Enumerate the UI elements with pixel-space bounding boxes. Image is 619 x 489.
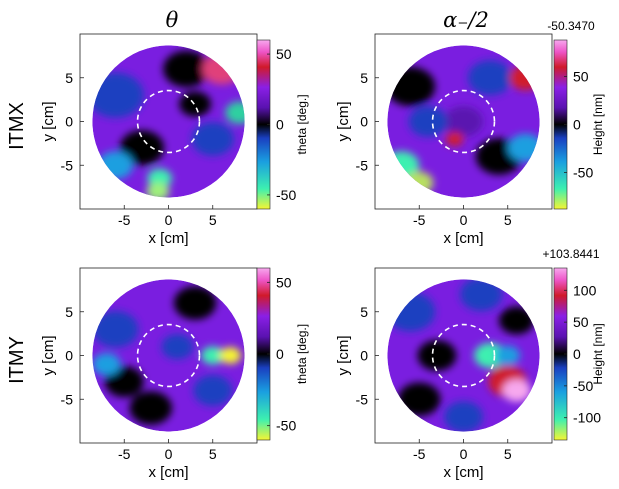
x-tick-label: 0 bbox=[165, 212, 173, 228]
column-title-alpha: α₋/2 bbox=[443, 8, 489, 32]
heatmap-blob bbox=[201, 346, 225, 365]
colorbar-label: Height [nm] bbox=[591, 94, 605, 155]
colorbar-tick-label: 50 bbox=[276, 46, 292, 62]
x-tick-label: 0 bbox=[165, 446, 173, 462]
y-axis-label: y [cm] bbox=[40, 336, 57, 376]
colorbar-tick-label: 0 bbox=[573, 346, 581, 362]
x-tick-label: -5 bbox=[118, 212, 131, 228]
heatmap-blob bbox=[502, 379, 531, 402]
x-tick-label: 5 bbox=[209, 446, 217, 462]
heatmap-blob bbox=[163, 50, 210, 88]
y-axis-label: y [cm] bbox=[335, 336, 352, 376]
beam-overlay-circle bbox=[431, 89, 496, 154]
x-tick-label: -5 bbox=[413, 446, 426, 462]
heatmap-field bbox=[387, 45, 540, 198]
x-tick-label: -5 bbox=[413, 212, 426, 228]
heatmap-field bbox=[92, 279, 245, 432]
x-tick-label: 5 bbox=[504, 446, 512, 462]
y-tick-label: 0 bbox=[360, 114, 368, 130]
heatmap-blob bbox=[474, 342, 506, 369]
heatmap-blob bbox=[161, 334, 194, 360]
colorbar-offset-value: +103.8441 bbox=[542, 247, 599, 261]
heatmap-panel-4: -5 0 550-5x [cm]y [cm]100500-50-100Height … bbox=[335, 247, 605, 481]
y-axis-label: y [cm] bbox=[40, 102, 57, 142]
heatmap-blob bbox=[193, 375, 233, 406]
y-tick-label: 5 bbox=[360, 304, 368, 320]
heatmap-blob bbox=[445, 132, 464, 146]
colorbar-tick-label: 0 bbox=[276, 117, 284, 133]
heatmap-blob bbox=[92, 311, 139, 348]
heatmap-blob bbox=[417, 340, 457, 371]
x-tick-label: 0 bbox=[460, 212, 468, 228]
y-tick-label: -5 bbox=[356, 391, 369, 407]
y-tick-label: 0 bbox=[65, 348, 73, 364]
colorbar-offset-value: -50.3470 bbox=[547, 19, 595, 33]
heatmap-blob bbox=[219, 347, 242, 364]
heatmap-blob bbox=[444, 106, 483, 137]
x-tick-label: 0 bbox=[460, 446, 468, 462]
heatmap-blob bbox=[467, 60, 513, 96]
colorbar-tick-label: -50 bbox=[276, 187, 296, 203]
heatmap-blob bbox=[498, 306, 535, 335]
heatmap-blob bbox=[398, 382, 441, 417]
colorbar-label: theta [deg.] bbox=[295, 94, 309, 154]
colorbar-tick-label: -50 bbox=[276, 418, 296, 434]
colorbar-tick-label: 100 bbox=[573, 282, 597, 298]
heatmap-blob bbox=[444, 401, 483, 432]
beam-overlay-circle bbox=[136, 89, 201, 154]
heatmap-blob bbox=[495, 345, 521, 366]
x-axis-label: x [cm] bbox=[444, 464, 484, 481]
colorbar-tick-label: -100 bbox=[573, 410, 601, 426]
heatmap-blob bbox=[119, 130, 165, 166]
heatmap-blob bbox=[408, 106, 448, 137]
colorbar-tick-label: 50 bbox=[276, 274, 292, 290]
x-tick-label: 5 bbox=[209, 212, 217, 228]
row-label-itmy: ITMY bbox=[6, 336, 28, 384]
column-title-theta: θ bbox=[166, 8, 179, 32]
heatmap-blob bbox=[104, 366, 144, 398]
x-axis-label: x [cm] bbox=[149, 230, 189, 247]
colorbar-label: theta [deg.] bbox=[295, 324, 309, 384]
x-axis-label: x [cm] bbox=[444, 230, 484, 247]
heatmap-blob bbox=[225, 101, 245, 124]
y-tick-label: 5 bbox=[65, 304, 73, 320]
row-label-itmx: ITMX bbox=[6, 102, 28, 150]
y-tick-label: 0 bbox=[360, 348, 368, 364]
y-tick-label: 0 bbox=[65, 114, 73, 130]
y-tick-label: -5 bbox=[61, 157, 74, 173]
heatmap-blob bbox=[129, 391, 173, 425]
y-axis-label: y [cm] bbox=[335, 102, 352, 142]
beam-overlay-circle bbox=[431, 323, 496, 388]
y-tick-label: -5 bbox=[61, 391, 74, 407]
colorbar-tick-label: 50 bbox=[573, 68, 589, 84]
heatmap-blob bbox=[191, 122, 234, 156]
heatmap-blob bbox=[173, 286, 217, 320]
heatmap-blob bbox=[459, 279, 503, 312]
y-tick-label: -5 bbox=[356, 157, 369, 173]
x-axis-label: x [cm] bbox=[149, 464, 189, 481]
colorbar-tick-label: -50 bbox=[573, 165, 593, 181]
y-tick-label: 5 bbox=[65, 70, 73, 86]
heatmap-blob bbox=[92, 353, 121, 376]
x-tick-label: 5 bbox=[504, 212, 512, 228]
colorbar-label: Height [nm] bbox=[591, 323, 605, 384]
colorbar-tick-label: 50 bbox=[573, 314, 589, 330]
colorbar-tick-label: -50 bbox=[573, 378, 593, 394]
colorbar-tick-label: 0 bbox=[276, 346, 284, 362]
beam-overlay-circle bbox=[136, 323, 201, 388]
colorbar-tick-label: 0 bbox=[573, 117, 581, 133]
x-tick-label: -5 bbox=[118, 446, 131, 462]
y-tick-label: 5 bbox=[360, 70, 368, 86]
